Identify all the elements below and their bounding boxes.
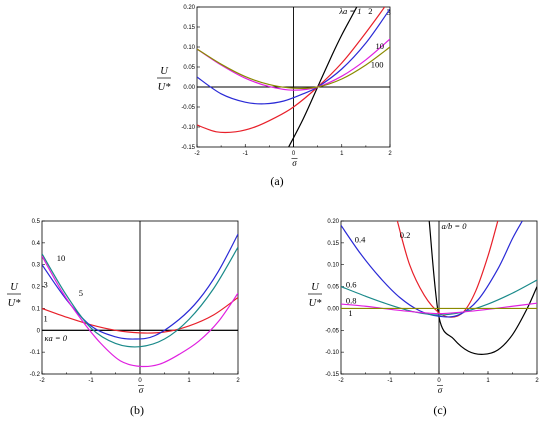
panel-b-ytick-label: -0.2 — [30, 372, 41, 378]
panel-b-ylabel-num: U — [10, 282, 19, 293]
panel-a-ytick-label: 0.20 — [183, 5, 195, 11]
panel-c-curve-label: 0.2 — [400, 230, 411, 240]
panel-c-ylabel-den: U* — [309, 298, 323, 309]
panel-c-series-1 — [396, 221, 499, 318]
panel-b-ytick-label: 0.1 — [32, 306, 41, 312]
panel-a-ytick-label: 0.15 — [183, 25, 195, 31]
panel-b-series-2 — [42, 233, 238, 340]
panel-b-series-3 — [42, 246, 238, 348]
panel-b-curve-label: κa = 0 — [44, 333, 67, 343]
panel-c-curve-label: a/b = 0 — [441, 221, 467, 231]
chart-panel-b: (b) U U* -2 -1 0 1 2-0.2-0.100.10.20.30.40.5… — [7, 219, 240, 417]
panel-a-xtick-label: -1 — [243, 151, 249, 157]
panel-b-caption: (b) — [130, 403, 144, 417]
panel-c-xtick-label: -1 — [387, 378, 393, 384]
panel-a-series-3 — [197, 38, 390, 91]
panel-c-curve-label: 0.6 — [346, 279, 357, 289]
panel-b-curve-label: 3 — [43, 279, 47, 289]
panel-b-ytick-label: 0.2 — [32, 285, 41, 291]
panel-b-xtick-label: 0 — [138, 378, 142, 384]
panel-a-series-0 — [288, 7, 358, 147]
panel-b-curve-label: 5 — [79, 288, 83, 298]
panel-a-ytick-label: -0.10 — [181, 125, 195, 131]
panel-a-xlabel: σ — [292, 158, 297, 168]
panel-b-xlabel: σ — [139, 385, 144, 395]
panel-b-xtick-label: 1 — [187, 378, 191, 384]
panel-c-ylabel: U U* — [308, 282, 322, 309]
panel-b-xtick-label: -1 — [88, 378, 94, 384]
panel-b-ylabel: U U* — [7, 282, 21, 309]
panel-b-ytick-label: -0.1 — [30, 350, 41, 356]
panel-c-ytick-label: 0.00 — [327, 306, 339, 312]
panel-c-series-2 — [341, 221, 523, 318]
panel-a-xtick-label: 2 — [388, 151, 392, 157]
panel-c-ytick-label: 0.10 — [327, 263, 339, 269]
panel-c-ytick-label: -0.10 — [325, 350, 339, 356]
panel-a-curve-label: 2 — [368, 6, 372, 16]
panel-b-curve-label: 1 — [43, 313, 47, 323]
panel-a-xtick-label: 1 — [340, 151, 344, 157]
panel-b-xtick-label: -2 — [39, 378, 45, 384]
panel-c-curve-label: 1 — [348, 308, 352, 318]
panel-b-xtick-label: 2 — [236, 378, 240, 384]
panel-c-xtick-label: 1 — [486, 378, 490, 384]
panel-a-curves — [197, 7, 390, 147]
panel-c-ytick-label: 0.15 — [327, 241, 339, 247]
chart-panel-c: (c) U U* -2 -1 0 1 2 -0.15 -0.10 -0.05 0.00 0.05 0… — [308, 219, 539, 417]
panel-c-series-3 — [341, 279, 537, 316]
panel-c-ytick-label: 0.05 — [327, 285, 339, 291]
panel-c-ytick-label: -0.05 — [325, 328, 339, 334]
panel-a-ytick-label: 0.05 — [183, 65, 195, 71]
panel-c-ytick-label: 0.20 — [327, 219, 339, 225]
panel-a-ytick-label: 0.10 — [183, 45, 195, 51]
panel-b-series-4 — [42, 255, 238, 368]
panel-c-curves — [341, 221, 537, 355]
panel-a-curve-label: 10 — [376, 41, 385, 51]
panel-b-ylabel-den: U* — [8, 298, 22, 309]
panel-c-series-4 — [341, 302, 537, 315]
panel-a-ylabel-num: U — [160, 66, 169, 77]
panel-c-curve-label: 0.8 — [346, 296, 357, 306]
panel-b-series-1 — [42, 297, 238, 334]
panel-c-caption: (c) — [433, 403, 446, 417]
panel-a-ytick-label: -0.15 — [181, 145, 195, 151]
panel-a-ytick-label: 0.00 — [183, 85, 195, 91]
panel-c-curve-label: 0.4 — [355, 234, 366, 244]
panel-c-xtick-label: 2 — [535, 378, 539, 384]
panel-a-series-1 — [197, 7, 386, 134]
panel-a-series-2 — [197, 8, 390, 105]
panel-a-xtick-label: -2 — [194, 151, 200, 157]
panel-a-curve-label: λa = 1 — [338, 6, 361, 16]
panel-b-ytick-label: 0.4 — [32, 241, 41, 247]
panel-a-curve-label: 3 — [387, 7, 391, 17]
panel-a-ytick-label: -0.05 — [181, 105, 195, 111]
panel-a-xtick-label: 0 — [292, 151, 296, 157]
panel-c-xtick-label: 0 — [437, 378, 441, 384]
panel-a-curve-label: 100 — [371, 60, 384, 70]
panel-a-ylabel: U U* — [157, 66, 171, 93]
chart-panel-a: (a) U U* -2 -1 0 1 2 -0.15 -0.10 -0.05 0.00 0.05 0… — [157, 5, 392, 188]
panel-c-xlabel: σ — [438, 385, 443, 395]
panel-c-xtick-label: -2 — [338, 378, 344, 384]
panel-a-series-4 — [197, 46, 390, 89]
panel-c-series-0 — [428, 221, 537, 355]
panel-a-caption: (a) — [270, 174, 283, 188]
panel-b-curves — [42, 233, 238, 368]
panel-b-ytick-label: 0 — [37, 328, 41, 334]
panel-b-curve-label: 10 — [57, 253, 65, 263]
panel-a-ylabel-den: U* — [158, 82, 172, 93]
panel-b-ytick-label: 0.5 — [32, 219, 41, 225]
panel-c-ylabel-num: U — [311, 282, 320, 293]
panel-c-ytick-label: -0.15 — [325, 372, 339, 378]
panel-b-ytick-label: 0.3 — [32, 263, 41, 269]
